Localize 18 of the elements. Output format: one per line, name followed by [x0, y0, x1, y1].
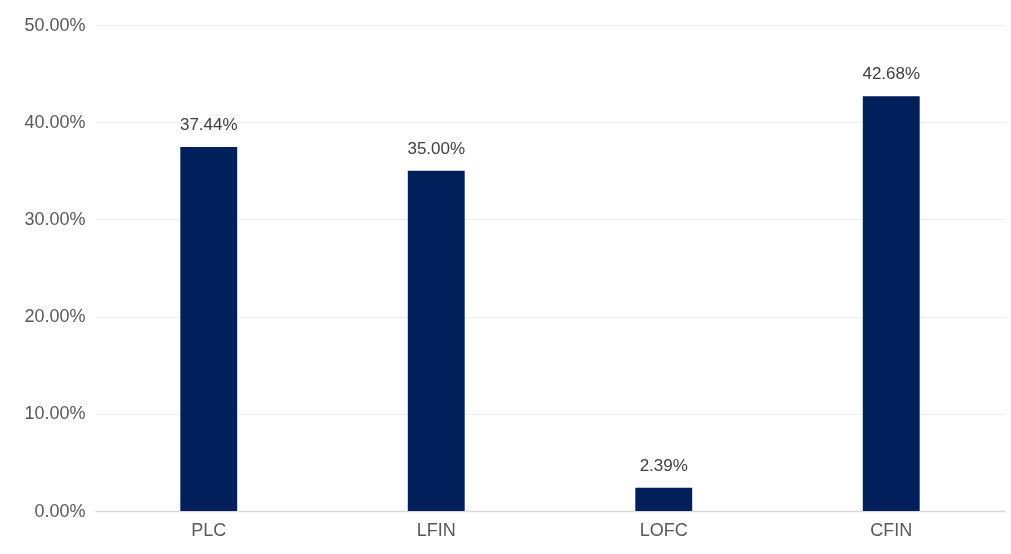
- data-label: 2.39%: [639, 455, 688, 475]
- x-tick-label: LFIN: [416, 519, 456, 540]
- y-tick-label: 40.00%: [24, 111, 86, 132]
- bar: [635, 487, 693, 511]
- y-tick-label: 20.00%: [24, 306, 86, 327]
- y-tick-label: 0.00%: [34, 500, 86, 521]
- x-tick-label: PLC: [191, 519, 227, 540]
- y-tick-label: 10.00%: [24, 403, 86, 424]
- bar: [180, 147, 238, 511]
- y-tick-label: 50.00%: [24, 14, 86, 35]
- data-label: 37.44%: [179, 115, 238, 135]
- y-tick-label: 30.00%: [24, 208, 86, 229]
- data-label: 35.00%: [407, 138, 466, 158]
- x-tick-label: CFIN: [870, 519, 913, 540]
- bar: [862, 96, 920, 511]
- bar: [407, 170, 465, 511]
- x-tick-label: LOFC: [639, 519, 688, 540]
- data-label: 42.68%: [862, 64, 921, 84]
